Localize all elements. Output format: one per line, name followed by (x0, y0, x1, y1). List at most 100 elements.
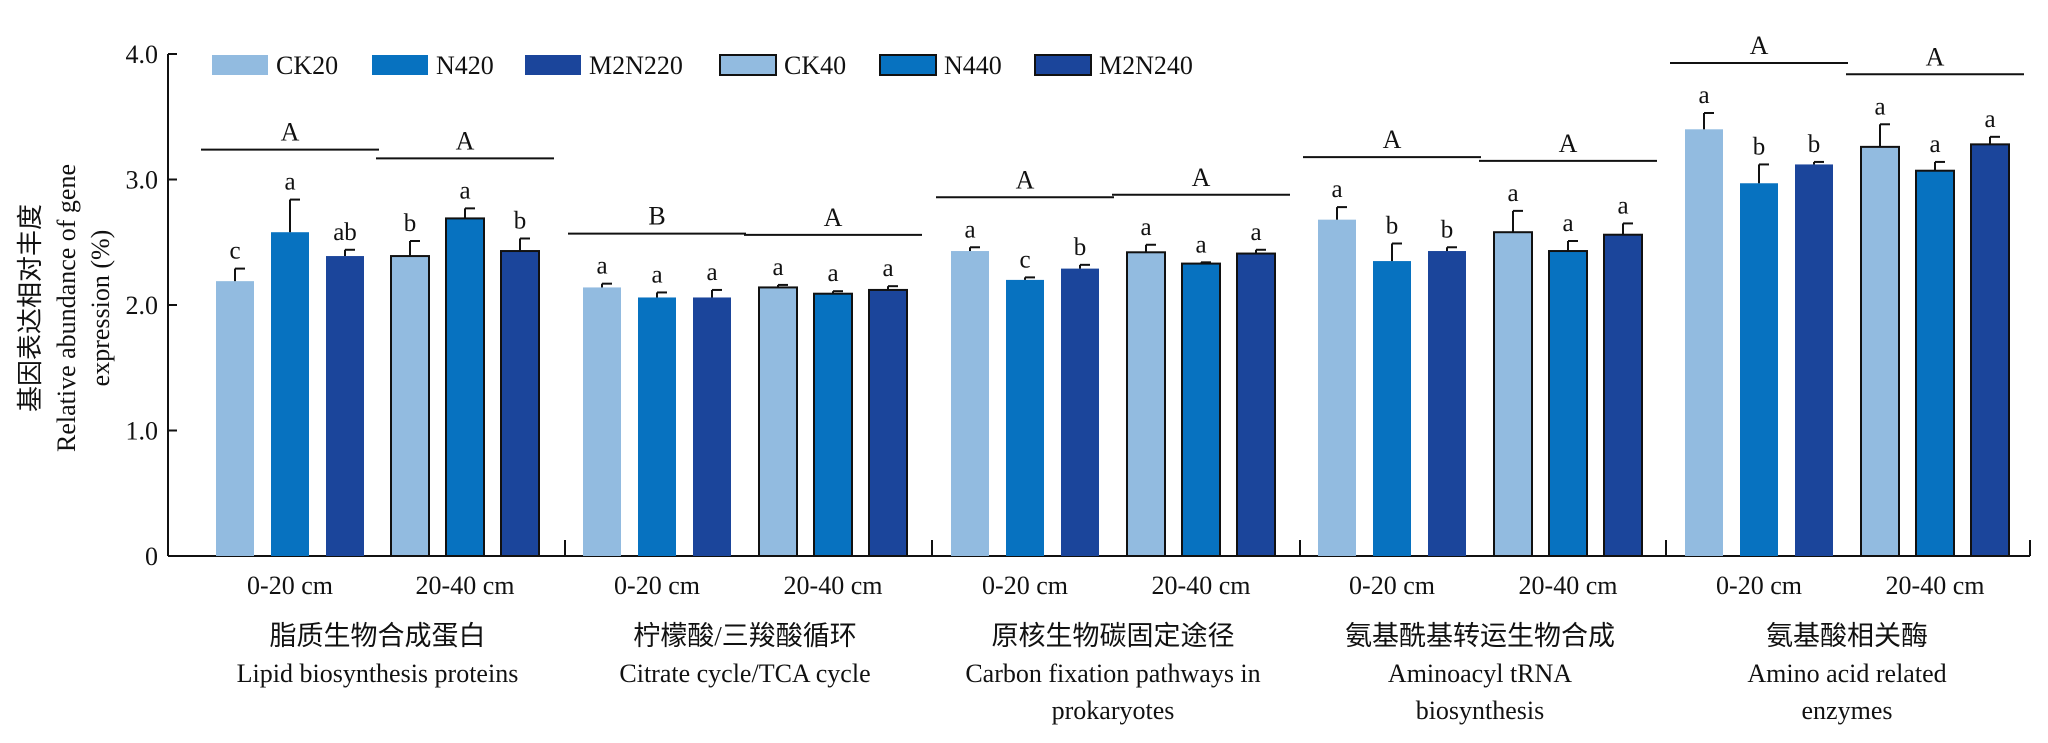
legend-swatch-m2n240 (1034, 54, 1092, 76)
significance-label: b (1386, 213, 1399, 240)
y-axis-label: 基因表达相对丰度 Relative abundance of gene expres… (16, 164, 115, 452)
bars-layer (216, 111, 2010, 558)
bar-ck40 (758, 286, 798, 557)
significance-label: ab (333, 219, 357, 246)
significance-label: a (882, 255, 893, 282)
category-label-cn: 柠檬酸/三羧酸循环 (633, 621, 857, 651)
bar-m2n240 (500, 250, 540, 557)
category-labels: 0-20 cm 20-40 cm 脂质生物合成蛋白 Lipid biosynthesi… (237, 571, 1985, 725)
significance-label: b (404, 210, 417, 237)
significance-label: b (1074, 234, 1087, 261)
significance-label: b (514, 207, 527, 234)
bar-n420 (638, 297, 676, 556)
y-tick-label: 3.0 (126, 166, 159, 195)
category-label-cn: 氨基酸相关酶 (1766, 621, 1928, 651)
significance-label: a (964, 216, 975, 243)
group-comparison-letter: A (1383, 125, 1402, 154)
legend-label-m2n240: M2N240 (1099, 51, 1193, 80)
significance-label: a (1984, 106, 1995, 133)
significance-label: b (1808, 131, 1821, 158)
bar-n440 (445, 217, 485, 557)
y-axis-label-line: 基因表达相对丰度 (16, 204, 45, 412)
y-axis-label-line: Relative abundance of gene (52, 164, 81, 452)
depth-label: 20-40 cm (1152, 571, 1251, 600)
significance-label: a (284, 169, 295, 196)
bar-ck20 (1685, 129, 1723, 557)
legend: CK20 N420 M2N220 CK40 N440 M2N240 (212, 51, 1193, 80)
significance-label: c (229, 238, 240, 265)
legend-label-m2n220: M2N220 (589, 51, 683, 80)
significance-label: a (706, 259, 717, 286)
significance-label: a (827, 260, 838, 287)
significance-label: a (1698, 82, 1709, 109)
bar-m2n220 (326, 256, 364, 556)
category-label-cn: 原核生物碳固定途径 (992, 621, 1235, 651)
group-comparison-letter: A (824, 203, 843, 232)
depth-label: 0-20 cm (614, 571, 700, 600)
bar-n420 (1740, 183, 1778, 556)
group-comparison-letter: A (281, 118, 300, 147)
depth-label: 20-40 cm (1519, 571, 1618, 600)
category-label-cn: 氨基酰基转运生物合成 (1345, 621, 1615, 651)
significance-label: a (1929, 131, 1940, 158)
bar-ck40 (1860, 145, 1900, 557)
bar-m2n220 (1061, 268, 1099, 556)
bar-m2n220 (1428, 251, 1466, 556)
bar-ck40 (1126, 251, 1166, 557)
y-tick-label: 1.0 (126, 417, 159, 446)
bar-n440 (813, 292, 853, 557)
significance-label: a (459, 177, 470, 204)
depth-label: 20-40 cm (784, 571, 883, 600)
category-label-en: Aminoacyl tRNA (1388, 659, 1572, 688)
category-label-en: Carbon fixation pathways in (965, 659, 1260, 688)
bar-n420 (1373, 261, 1411, 556)
legend-swatch-ck40 (719, 54, 777, 76)
group-comparison-letter: A (1192, 163, 1211, 192)
bar-n440 (1915, 169, 1955, 557)
depth-label: 0-20 cm (1349, 571, 1435, 600)
legend-label-n420: N420 (436, 51, 494, 80)
y-tick-label: 0 (145, 542, 158, 571)
legend-label-ck40: CK40 (784, 51, 846, 80)
significance-label: a (772, 254, 783, 281)
bar-n420 (271, 232, 309, 556)
bar-n420 (1006, 279, 1044, 556)
category-label-en: biosynthesis (1416, 696, 1545, 725)
y-tick-label: 4.0 (126, 40, 159, 69)
legend-swatch-m2n220 (525, 55, 581, 75)
group-comparison-letter: B (648, 202, 665, 231)
bar-m2n240 (1603, 233, 1643, 557)
legend-swatch-n440 (879, 54, 937, 76)
bar-m2n240 (1970, 143, 2010, 558)
depth-label: 0-20 cm (982, 571, 1068, 600)
bar-ck40 (1493, 231, 1533, 558)
significance-label: a (1507, 180, 1518, 207)
bar-ck20 (951, 251, 989, 556)
significance-label: b (1753, 133, 1766, 160)
category-label-en: Lipid biosynthesis proteins (237, 659, 519, 688)
significance-label: a (1331, 176, 1342, 203)
significance-label: a (1195, 231, 1206, 258)
group-comparison-letter: A (1750, 31, 1769, 60)
significance-label: a (1250, 219, 1261, 246)
significance-label: a (596, 253, 607, 280)
significance-label: a (1562, 210, 1573, 237)
significance-label: b (1441, 216, 1454, 243)
group-comparison-letter: A (1559, 129, 1578, 158)
significance-label: a (1140, 214, 1151, 241)
category-label-en: prokaryotes (1052, 696, 1175, 725)
bar-m2n220 (693, 297, 731, 556)
bar-m2n240 (1236, 252, 1276, 557)
legend-label-ck20: CK20 (276, 51, 338, 80)
depth-label: 0-20 cm (247, 571, 333, 600)
depth-label: 20-40 cm (416, 571, 515, 600)
category-label-en: Amino acid related (1747, 659, 1946, 688)
significance-label: a (1874, 93, 1885, 120)
category-label-en: Citrate cycle/TCA cycle (619, 659, 870, 688)
bar-n440 (1181, 262, 1221, 557)
legend-swatch-n420 (372, 55, 428, 75)
group-comparison-letter: A (1016, 165, 1035, 194)
